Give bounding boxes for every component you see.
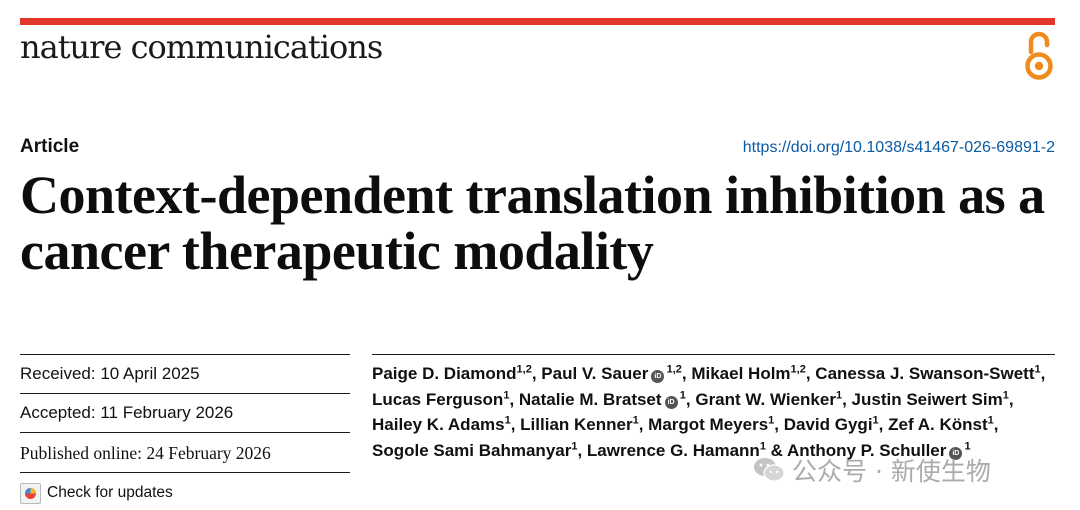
- authors-divider: [372, 354, 1055, 355]
- author-name[interactable]: Lawrence G. Hamann1: [586, 439, 766, 460]
- article-type: Article: [20, 136, 80, 157]
- author-name[interactable]: Anthony P. Schuller iD 1: [787, 439, 971, 460]
- author-name[interactable]: Margot Meyers1: [648, 414, 775, 434]
- open-access-icon: [1025, 31, 1053, 80]
- affiliation-marker: 1: [768, 414, 775, 427]
- dates-divider: [20, 354, 350, 355]
- doi-link[interactable]: https://doi.org/10.1038/s41467-026-69891…: [742, 139, 1055, 156]
- author-name[interactable]: Canessa J. Swanson-Swett1: [815, 363, 1041, 383]
- check-for-updates-button[interactable]: Check for updates: [20, 482, 173, 504]
- orcid-icon[interactable]: iD: [651, 370, 665, 383]
- affiliation-marker: 1: [504, 414, 511, 427]
- orcid-icon[interactable]: iD: [949, 446, 963, 460]
- accepted-date: Accepted: 11 February 2026: [20, 403, 234, 422]
- check-updates-icon: [20, 482, 41, 504]
- affiliation-marker: 1: [1034, 363, 1041, 376]
- affiliation-marker: 1,2: [664, 363, 682, 376]
- author-name[interactable]: Paige D. Diamond1,2: [372, 363, 532, 383]
- published-date: Published online: 24 February 2026: [20, 443, 271, 463]
- author-name[interactable]: David Gygi1: [783, 414, 879, 434]
- author-name[interactable]: Sogole Sami Bahmanyar1: [372, 439, 578, 460]
- author-name[interactable]: Paul V. Sauer iD 1,2: [541, 363, 682, 383]
- affiliation-marker: 1: [632, 414, 639, 427]
- top-accent-rule: [20, 18, 1055, 25]
- affiliation-marker: 1: [872, 414, 879, 427]
- author-name[interactable]: Justin Seiwert Sim1: [851, 388, 1009, 409]
- wechat-icon: [754, 458, 785, 482]
- journal-name: nature communications: [20, 28, 383, 66]
- check-updates-label: Check for updates: [47, 484, 173, 501]
- author-name[interactable]: Grant W. Wienker1: [695, 388, 843, 409]
- date-divider: [20, 472, 350, 473]
- watermark-text: 公众号 · 新使生物: [792, 457, 991, 486]
- watermark: 公众号 · 新使生物: [752, 452, 991, 488]
- author-name[interactable]: Natalie M. Bratset iD 1: [518, 388, 686, 409]
- date-divider: [20, 432, 350, 433]
- article-title: Context-dependent translation inhibition…: [20, 165, 1045, 281]
- author-name[interactable]: Lucas Ferguson1: [372, 388, 510, 409]
- orcid-icon[interactable]: iD: [664, 395, 678, 409]
- affiliation-marker: 1,2: [516, 363, 532, 376]
- author-name[interactable]: Lillian Kenner1: [520, 414, 639, 434]
- author-name[interactable]: Mikael Holm1,2: [691, 363, 806, 383]
- affiliation-marker: 1: [1002, 388, 1009, 401]
- affiliation-marker: 1: [987, 414, 994, 427]
- affiliation-marker: 1: [503, 388, 510, 401]
- affiliation-marker: 1: [677, 388, 686, 401]
- affiliation-marker: 1: [835, 388, 843, 401]
- author-list: Paige D. Diamond1,2, Paul V. Sauer iD 1,2…: [372, 363, 1046, 460]
- author-name[interactable]: Hailey K. Adams1: [372, 414, 511, 434]
- received-date: Received: 10 April 2025: [20, 364, 200, 383]
- author-name[interactable]: Zef A. Könst1: [888, 414, 994, 434]
- affiliation-marker: 1: [571, 439, 578, 452]
- affiliation-marker: 1,2: [790, 363, 806, 376]
- date-divider: [20, 393, 350, 394]
- affiliation-marker: 1: [759, 439, 766, 452]
- affiliation-marker: 1: [962, 439, 971, 452]
